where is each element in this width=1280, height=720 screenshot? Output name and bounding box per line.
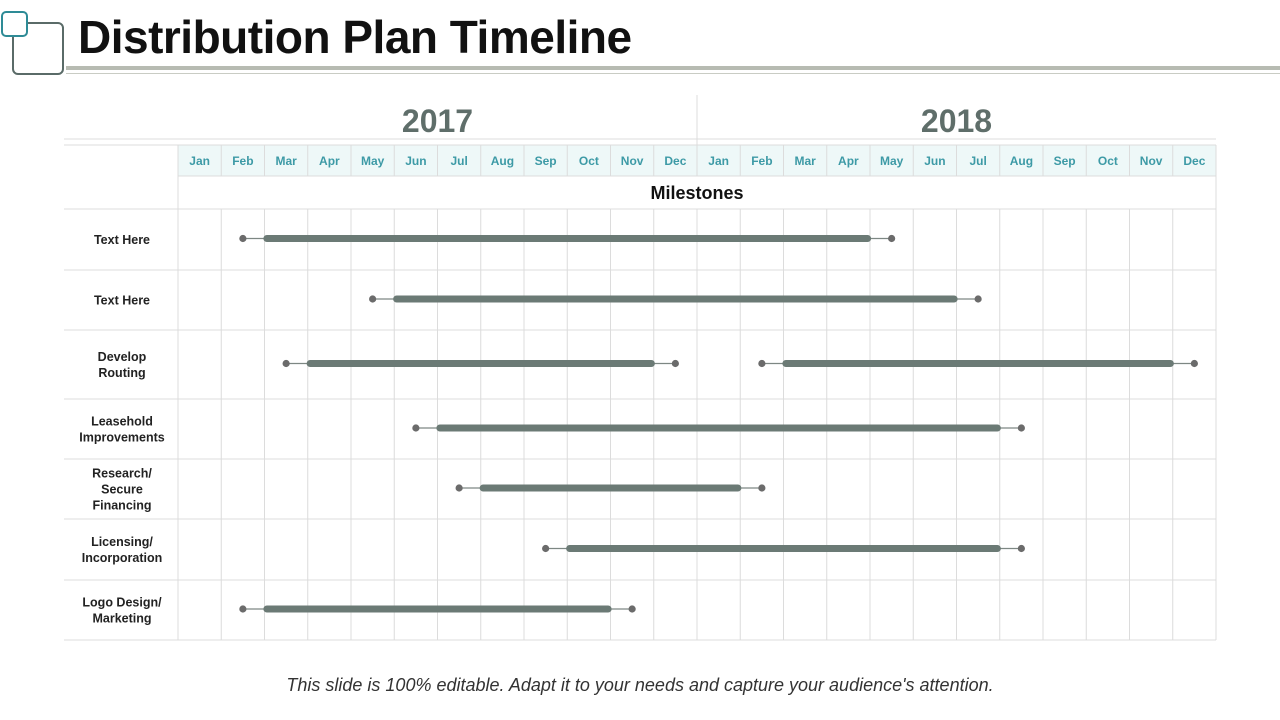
- slide-title: Distribution Plan Timeline: [78, 11, 632, 63]
- milestone-start-dot: [239, 605, 247, 613]
- milestones-band: [178, 176, 1216, 209]
- milestone-start-dot: [239, 234, 247, 243]
- milestone-end-dot: [974, 295, 982, 303]
- month-label-aug: Aug: [491, 154, 514, 168]
- month-label-feb: Feb: [751, 154, 772, 168]
- milestones-label: Milestones: [650, 183, 743, 203]
- month-label-feb: Feb: [232, 154, 253, 168]
- row-label: Logo Design/: [82, 596, 162, 610]
- milestone-end-dot: [1017, 424, 1025, 432]
- month-label-dec: Dec: [1183, 154, 1205, 168]
- decorative-square-large: [12, 22, 64, 75]
- month-label-jun: Jun: [405, 154, 426, 168]
- row-label: Marketing: [92, 612, 151, 626]
- title-underline: [66, 66, 1280, 70]
- milestone-start-dot: [412, 424, 420, 432]
- month-label-apr: Apr: [319, 154, 340, 168]
- month-label-jan: Jan: [708, 154, 729, 168]
- milestone-end-dot: [758, 484, 766, 492]
- month-label-sep: Sep: [535, 154, 557, 168]
- milestone-end-dot: [671, 359, 679, 368]
- milestone-end-dot: [1017, 544, 1025, 553]
- month-label-oct: Oct: [1098, 154, 1118, 168]
- row-label: Text Here: [94, 233, 150, 247]
- milestone-end-dot: [888, 234, 896, 243]
- month-label-may: May: [361, 154, 385, 168]
- milestone-start-dot: [282, 359, 290, 368]
- month-label-jul: Jul: [969, 154, 986, 168]
- month-label-apr: Apr: [838, 154, 859, 168]
- month-label-sep: Sep: [1054, 154, 1076, 168]
- row-label: Research/: [92, 467, 152, 481]
- row-label: Leasehold: [91, 415, 153, 429]
- decorative-square-small: [1, 11, 28, 37]
- row-label: Develop: [98, 350, 147, 364]
- month-label-oct: Oct: [579, 154, 599, 168]
- month-label-may: May: [880, 154, 904, 168]
- milestone-start-dot: [542, 544, 550, 553]
- month-label-jun: Jun: [924, 154, 945, 168]
- year-label-2018: 2018: [921, 103, 992, 139]
- month-label-nov: Nov: [1140, 154, 1163, 168]
- row-label: Text Here: [94, 294, 150, 308]
- row-label: Licensing/: [91, 535, 153, 549]
- footer-note: This slide is 100% editable. Adapt it to…: [286, 675, 994, 695]
- milestone-end-dot: [628, 605, 636, 613]
- row-label: Improvements: [79, 431, 164, 445]
- milestone-end-dot: [1190, 359, 1198, 368]
- month-label-jul: Jul: [450, 154, 467, 168]
- milestone-start-dot: [455, 484, 463, 492]
- year-label-2017: 2017: [402, 103, 473, 139]
- row-label: Incorporation: [82, 551, 163, 565]
- month-label-nov: Nov: [621, 154, 644, 168]
- month-label-mar: Mar: [275, 154, 297, 168]
- milestone-start-dot: [758, 359, 766, 368]
- row-label: Routing: [98, 366, 145, 380]
- month-label-jan: Jan: [189, 154, 210, 168]
- row-label: Financing: [92, 499, 151, 513]
- milestone-start-dot: [369, 295, 377, 303]
- row-label: Secure: [101, 483, 143, 497]
- month-label-aug: Aug: [1010, 154, 1033, 168]
- month-label-mar: Mar: [794, 154, 816, 168]
- title-underline-thin: [66, 73, 1280, 74]
- month-label-dec: Dec: [664, 154, 686, 168]
